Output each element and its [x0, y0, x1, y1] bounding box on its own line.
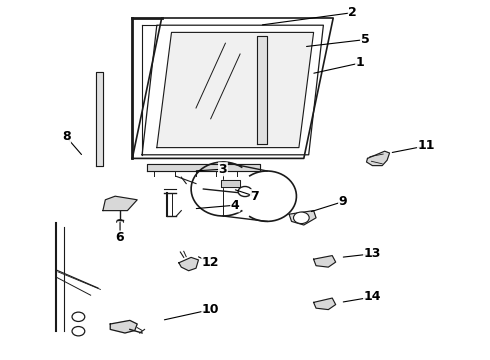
Text: 13: 13 — [364, 247, 381, 260]
Text: 14: 14 — [364, 291, 381, 303]
Text: 9: 9 — [339, 195, 347, 208]
Polygon shape — [157, 32, 314, 148]
Text: 1: 1 — [356, 57, 365, 69]
Text: 5: 5 — [361, 33, 369, 46]
Circle shape — [72, 312, 85, 321]
Polygon shape — [314, 256, 336, 267]
Polygon shape — [96, 72, 103, 166]
Polygon shape — [179, 257, 198, 271]
Polygon shape — [257, 36, 267, 144]
Polygon shape — [220, 180, 240, 187]
Polygon shape — [367, 151, 390, 166]
Text: 4: 4 — [231, 199, 240, 212]
Circle shape — [238, 186, 252, 197]
Text: 2: 2 — [348, 6, 357, 19]
Text: 3: 3 — [219, 163, 227, 176]
Text: 12: 12 — [202, 256, 220, 269]
Polygon shape — [147, 164, 260, 171]
Text: 6: 6 — [116, 231, 124, 244]
Polygon shape — [103, 196, 137, 211]
Polygon shape — [314, 298, 336, 310]
Polygon shape — [110, 320, 137, 333]
Polygon shape — [289, 211, 316, 225]
Circle shape — [72, 327, 85, 336]
Text: 8: 8 — [62, 130, 71, 143]
Text: 11: 11 — [417, 139, 435, 152]
Text: 7: 7 — [250, 190, 259, 203]
Circle shape — [294, 212, 309, 224]
Text: 10: 10 — [202, 303, 220, 316]
